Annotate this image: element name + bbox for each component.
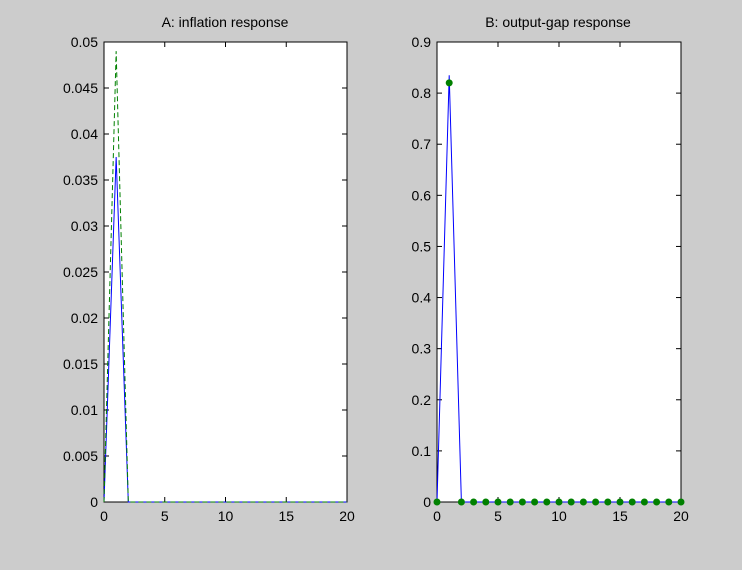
panel-b-x-tick-label: 15 xyxy=(612,508,628,524)
panel-b-data-point xyxy=(567,498,575,506)
panel-a-x-tick-label: 0 xyxy=(100,508,108,524)
panel-a-y-tick-label: 0.03 xyxy=(71,218,98,234)
panel-b-data-point xyxy=(555,498,563,506)
panel-b-data-point xyxy=(665,498,673,506)
panel-a-y-tick-label: 0.01 xyxy=(71,402,98,418)
panel-a-plot-area xyxy=(103,41,348,503)
panel-b-data-point xyxy=(543,498,551,506)
panel-b-x-tick-label: 0 xyxy=(433,508,441,524)
panel-a-y-tick-label: 0.005 xyxy=(63,448,98,464)
panel-b-data-point xyxy=(616,498,624,506)
panel-a-y-tick-label: 0.02 xyxy=(71,310,98,326)
panel-b-y-tick-label: 0.4 xyxy=(412,290,432,306)
panel-b-data-point xyxy=(653,498,661,506)
panel-b-y-tick-label: 0.8 xyxy=(412,85,432,101)
panel-b-y-tick-label: 0.5 xyxy=(412,238,432,254)
panel-b-data-point xyxy=(531,498,539,506)
panel-b-data-point xyxy=(518,498,526,506)
panel-b: B: output-gap response 0 0.1 0.2 0.3 0.4 0.5 0… xyxy=(412,14,689,524)
panel-b-y-tick-label: 0.6 xyxy=(412,187,432,203)
panel-b-x-tick-label: 10 xyxy=(551,508,567,524)
panel-b-data-point xyxy=(445,79,453,87)
panel-a-title: A: inflation response xyxy=(162,14,289,30)
panel-a-x-tick-label: 15 xyxy=(278,508,294,524)
panel-b-data-point xyxy=(506,498,514,506)
panel-b-y-tick-label: 0 xyxy=(423,494,431,510)
panel-b-data-point xyxy=(457,498,465,506)
panel-a-x-tick-label: 5 xyxy=(161,508,169,524)
panel-b-data-point xyxy=(579,498,587,506)
panel-b-data-point xyxy=(604,498,612,506)
panel-b-series-markers xyxy=(433,79,685,506)
panel-a-y-tick-label: 0.035 xyxy=(63,172,98,188)
panel-a: A: inflation response 0 0.005 0.01 0.015 0.0… xyxy=(63,14,355,524)
panel-b-y-tick-label: 0.1 xyxy=(412,443,432,459)
panel-b-data-point xyxy=(592,498,600,506)
panel-a-series-dashed-line xyxy=(103,51,347,503)
panel-a-y-tick-label: 0.015 xyxy=(63,356,98,372)
panel-b-data-point xyxy=(640,498,648,506)
panel-b-data-point xyxy=(677,498,685,506)
panel-b-data-point xyxy=(628,498,636,506)
panel-b-y-tick-label: 0.3 xyxy=(412,341,432,357)
panel-a-y-tick-label: 0 xyxy=(90,494,98,510)
panel-a-y-tick-label: 0.05 xyxy=(71,34,98,50)
panel-a-y-tick-label: 0.04 xyxy=(71,126,98,142)
panel-b-x-tick-label: 5 xyxy=(494,508,502,524)
panel-a-x-tick-label: 20 xyxy=(339,508,355,524)
panel-b-y-tick-label: 0.7 xyxy=(412,136,432,152)
panel-b-y-tick-label: 0.2 xyxy=(412,392,432,408)
panel-b-data-point xyxy=(482,498,490,506)
panel-b-plot-area xyxy=(436,41,682,503)
panel-b-y-tick-label: 0.9 xyxy=(412,34,432,50)
panel-a-x-tick-label: 10 xyxy=(218,508,234,524)
panel-b-data-point xyxy=(494,498,502,506)
panel-b-title: B: output-gap response xyxy=(485,14,631,30)
panel-b-x-tick-label: 20 xyxy=(673,508,689,524)
panel-b-data-point xyxy=(433,498,441,506)
panel-a-y-tick-label: 0.045 xyxy=(63,80,98,96)
panel-b-data-point xyxy=(470,498,478,506)
panel-a-y-tick-label: 0.025 xyxy=(63,264,98,280)
